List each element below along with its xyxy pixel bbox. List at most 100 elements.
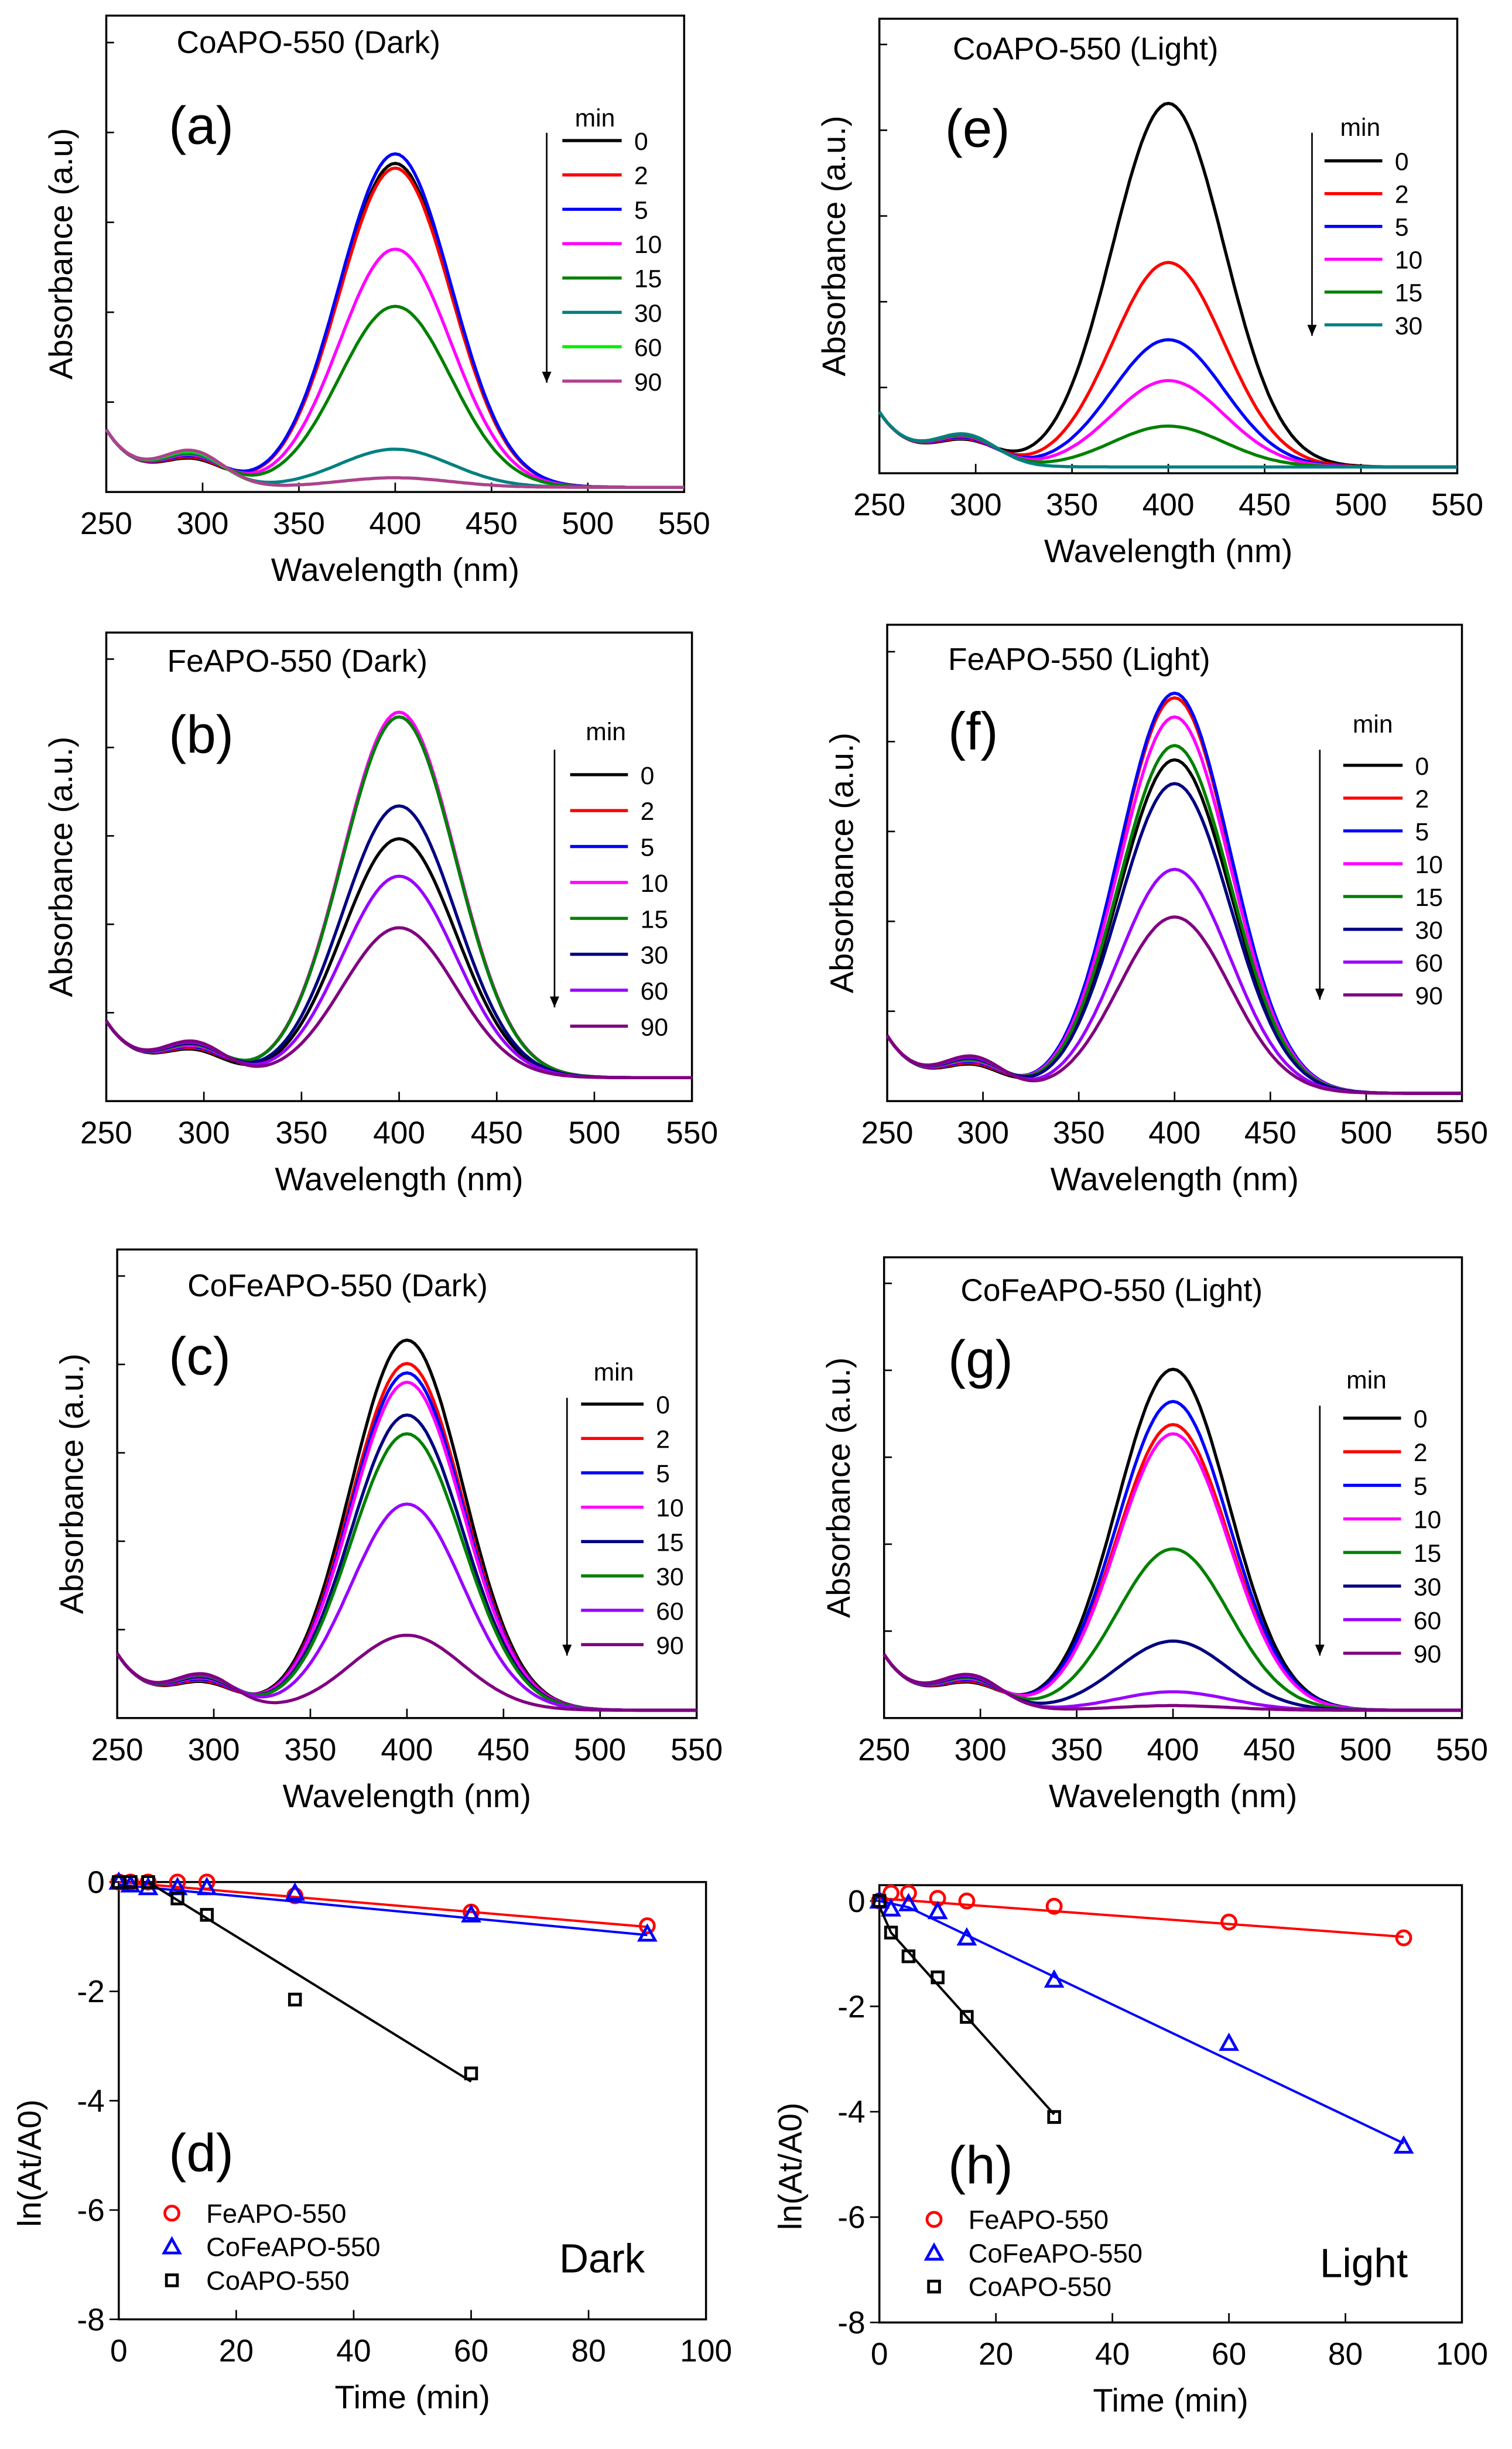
panel-label: (a) bbox=[169, 96, 234, 155]
x-tick-label: 400 bbox=[1142, 488, 1195, 522]
legend-label: 30 bbox=[656, 1563, 683, 1591]
data-point bbox=[141, 1875, 155, 1889]
panel-label: (f) bbox=[948, 702, 998, 761]
data-point bbox=[120, 1874, 141, 1893]
x-tick-label: 450 bbox=[466, 507, 518, 541]
legend-label: 10 bbox=[641, 870, 668, 898]
x-tick-label: 450 bbox=[471, 1116, 523, 1150]
x-tick-label: 300 bbox=[950, 488, 1002, 522]
spectrum-line-10-min bbox=[885, 715, 1462, 1095]
legend-label: 0 bbox=[1414, 1405, 1428, 1434]
x-tick-label: 300 bbox=[178, 1116, 230, 1150]
plot-frame bbox=[882, 1256, 1463, 1719]
legend-label: CoAPO-550 bbox=[206, 2266, 349, 2296]
plot-frame bbox=[878, 1884, 1463, 2324]
legend-marker bbox=[925, 2211, 943, 2228]
spectrum-line-10-min bbox=[878, 379, 1458, 469]
data-point bbox=[124, 1875, 138, 1889]
data-point bbox=[1220, 1913, 1237, 1931]
legend-label: 15 bbox=[634, 265, 662, 293]
y-tick-label: -6 bbox=[837, 2201, 865, 2235]
x-tick-label: 60 bbox=[1212, 2337, 1246, 2372]
legend-label: 10 bbox=[1395, 247, 1422, 275]
panel-label: (e) bbox=[945, 100, 1010, 159]
x-tick-label: 400 bbox=[369, 507, 421, 541]
legend-label: 10 bbox=[634, 231, 662, 259]
legend-label: 5 bbox=[1395, 214, 1409, 242]
x-axis-label: Wavelength (nm) bbox=[1051, 1160, 1299, 1197]
plot-frame bbox=[878, 18, 1459, 474]
data-point bbox=[637, 1923, 658, 1942]
y-tick-label: -2 bbox=[77, 1975, 104, 2009]
spectrum-line-10-min bbox=[105, 710, 692, 1079]
x-axis-label: Time (min) bbox=[1093, 2382, 1248, 2419]
chart-title: CoAPO-550 (Dark) bbox=[177, 26, 440, 60]
legend-label: 30 bbox=[641, 942, 668, 970]
data-point bbox=[198, 1873, 215, 1891]
x-tick-label: 250 bbox=[853, 488, 905, 522]
data-point bbox=[884, 1925, 898, 1940]
x-axis-label: Wavelength (nm) bbox=[275, 1160, 523, 1197]
y-tick-label: -8 bbox=[837, 2306, 865, 2341]
spectrum-line-2-min bbox=[882, 1422, 1462, 1712]
spectrum-line-0-min bbox=[885, 758, 1462, 1095]
spectrum-line-0-min bbox=[115, 1338, 697, 1712]
legend-label: 30 bbox=[1414, 1573, 1441, 1601]
x-axis-label: Wavelength (nm) bbox=[1044, 532, 1292, 569]
legend-label: 2 bbox=[634, 162, 648, 190]
plot-frame bbox=[105, 631, 693, 1103]
x-tick-label: 300 bbox=[957, 1116, 1009, 1150]
data-point bbox=[1044, 1969, 1065, 1988]
y-tick-label: 0 bbox=[87, 1866, 105, 1900]
x-tick-label: 350 bbox=[1053, 1116, 1105, 1150]
legend-label: 30 bbox=[634, 299, 662, 327]
legend-marker bbox=[163, 2204, 180, 2222]
x-tick-label: 60 bbox=[454, 2334, 488, 2369]
arrow-head-icon bbox=[542, 371, 552, 383]
x-tick-label: 0 bbox=[110, 2334, 128, 2369]
y-axis-label: Absorbance (a.u.) bbox=[42, 737, 79, 997]
legend-title: min bbox=[575, 104, 615, 132]
plot-frame bbox=[116, 1248, 698, 1719]
data-point bbox=[901, 1949, 916, 1964]
x-tick-label: 400 bbox=[381, 1733, 433, 1767]
fit-line bbox=[879, 1900, 1404, 2144]
x-tick-label: 500 bbox=[568, 1116, 620, 1150]
x-tick-label: 550 bbox=[1431, 488, 1483, 522]
x-tick-label: 500 bbox=[574, 1733, 626, 1767]
legend-label: CoAPO-550 bbox=[969, 2272, 1111, 2302]
legend-label: CoFeAPO-550 bbox=[206, 2232, 380, 2262]
legend-label: 0 bbox=[634, 128, 648, 156]
x-tick-label: 550 bbox=[1436, 1733, 1488, 1767]
x-tick-label: 100 bbox=[680, 2334, 732, 2369]
data-point bbox=[461, 1904, 481, 1923]
y-axis-label: Absorbance (a.u.) bbox=[823, 733, 860, 993]
spectrum-line-15-min bbox=[882, 1547, 1462, 1712]
spectrum-line-15-min bbox=[105, 715, 692, 1079]
spectrum-line-0-min bbox=[105, 162, 685, 489]
legend-label: CoFeAPO-550 bbox=[969, 2238, 1142, 2268]
legend-label: 60 bbox=[656, 1598, 683, 1626]
data-point bbox=[288, 1992, 302, 2007]
legend-label: 90 bbox=[1415, 982, 1443, 1010]
legend-label: 90 bbox=[1414, 1640, 1441, 1668]
x-tick-label: 40 bbox=[336, 2334, 371, 2369]
legend-title: min bbox=[1346, 1366, 1387, 1394]
chart-title: FeAPO-550 (Light) bbox=[948, 642, 1210, 677]
x-tick-label: 550 bbox=[1436, 1116, 1488, 1150]
legend-label: 0 bbox=[1415, 753, 1429, 781]
y-axis-label: ln(At/A0) bbox=[771, 2102, 808, 2230]
data-point bbox=[1047, 2110, 1061, 2124]
legend-label: 10 bbox=[1414, 1506, 1441, 1534]
panel-d: 0 20 40 60 80 100 Time (min) (d) 0 -2 -4 -6 -8 ln(At/… bbox=[11, 1866, 732, 2416]
legend-label: 30 bbox=[1395, 312, 1422, 340]
arrow-head-icon bbox=[1315, 989, 1325, 1000]
chart-title: FeAPO-550 (Dark) bbox=[167, 644, 428, 679]
spectrum-line-10-min bbox=[882, 1432, 1462, 1712]
data-point bbox=[1395, 1929, 1412, 1947]
